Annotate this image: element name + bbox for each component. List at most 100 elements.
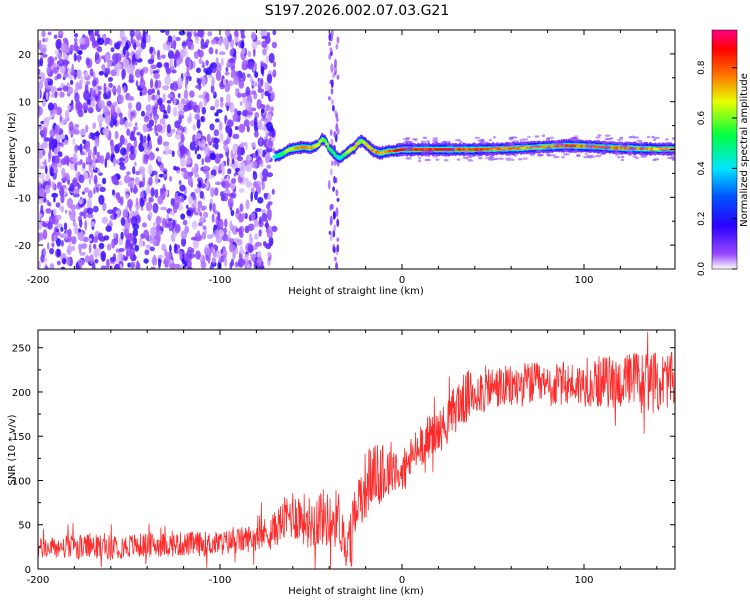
noise-blob (79, 143, 83, 153)
noise-blob (44, 159, 47, 168)
noise-blob (128, 72, 134, 83)
noise-blob (98, 71, 105, 76)
noise-blob (179, 250, 183, 261)
noise-blob (71, 157, 78, 163)
noise-blob (245, 181, 253, 188)
noise-blob (150, 187, 155, 197)
noise-blob (187, 175, 193, 187)
noise-blob (261, 212, 268, 222)
noise-blob (201, 158, 204, 166)
noise-blob (204, 146, 210, 153)
noise-blob (79, 252, 86, 256)
noise-blob (51, 242, 55, 248)
noise-blob (76, 69, 82, 80)
noise-blob (174, 133, 182, 140)
halo-blob (552, 141, 559, 145)
noise-blob (186, 209, 192, 216)
noise-blob (105, 151, 111, 161)
snr-frame (37, 329, 676, 570)
noise-blob (228, 58, 235, 64)
noise-blob (127, 102, 133, 111)
noise-blob (251, 142, 256, 148)
halo-blob (404, 148, 410, 152)
noise-blob (56, 181, 61, 190)
noise-blob (196, 145, 200, 152)
noise-blob (59, 186, 65, 197)
noise-blob (99, 200, 104, 206)
noise-blob (162, 114, 169, 119)
halo-blob (558, 142, 564, 145)
halo-blob (407, 140, 413, 144)
halo-blob (496, 142, 500, 145)
halo-blob (657, 142, 662, 145)
noise-blob (235, 247, 238, 255)
noise-blob (198, 94, 203, 99)
noise-blob (261, 261, 264, 267)
noise-blob (212, 143, 217, 148)
noise-blob (254, 71, 259, 78)
noise-blob (223, 189, 231, 194)
noise-blob (60, 226, 64, 232)
halo-blob (654, 136, 660, 140)
noise-blob (223, 77, 226, 86)
noise-blob (246, 125, 250, 133)
noise-blob (265, 38, 271, 43)
noise-blob (77, 258, 85, 266)
noise-blob (48, 215, 56, 225)
noise-blob (78, 50, 83, 55)
noise-blob (225, 79, 228, 84)
noise-blob (41, 30, 46, 38)
noise-blob (52, 67, 59, 74)
noise-blob (79, 159, 83, 164)
noise-blob (188, 76, 192, 82)
halo-blob (456, 158, 461, 161)
noise-blob (55, 228, 60, 232)
noise-blob (163, 256, 170, 266)
noise-blob (93, 236, 99, 243)
halo-blob (432, 139, 439, 142)
y-tick-label: -20 (15, 241, 31, 252)
noise-blob (224, 218, 228, 228)
halo-blob (455, 139, 462, 142)
noise-blob (71, 63, 74, 74)
noise-blob (209, 264, 214, 269)
y-tick-label: 250 (12, 344, 31, 355)
noise-blob (42, 126, 48, 137)
halo-blob (604, 134, 611, 137)
noise-blob (214, 98, 220, 108)
noise-blob (63, 222, 68, 231)
noise-blob (201, 231, 207, 240)
noise-blob (217, 229, 224, 239)
noise-blob (182, 146, 188, 155)
noise-blob (211, 257, 216, 264)
noise-blob (227, 119, 234, 128)
noise-blob (173, 167, 180, 171)
noise-blob (187, 40, 193, 48)
noise-blob (43, 249, 46, 256)
noise-blob (62, 37, 68, 44)
noise-blob (201, 139, 206, 150)
noise-blob (75, 99, 81, 109)
noise-blob (243, 119, 250, 127)
noise-blob (199, 190, 204, 199)
noise-blob (217, 211, 221, 221)
noise-blob (204, 156, 211, 163)
noise-blob (46, 66, 51, 74)
noise-blob (88, 174, 92, 185)
noise-blob (197, 78, 202, 86)
noise-blob (38, 124, 43, 130)
noise-blob (142, 222, 147, 228)
noise-blob (231, 244, 236, 252)
halo-blob (549, 154, 557, 157)
halo-blob (595, 154, 602, 158)
noise-blob (216, 62, 222, 73)
noise-blob (328, 53, 332, 60)
noise-blob (123, 228, 130, 238)
noise-blob (328, 230, 332, 235)
halo-blob (615, 149, 619, 152)
y-tick-label: 0 (25, 565, 31, 576)
noise-blob (74, 188, 80, 195)
noise-blob (211, 77, 215, 87)
noise-blob (336, 74, 340, 80)
noise-blob (265, 154, 270, 164)
